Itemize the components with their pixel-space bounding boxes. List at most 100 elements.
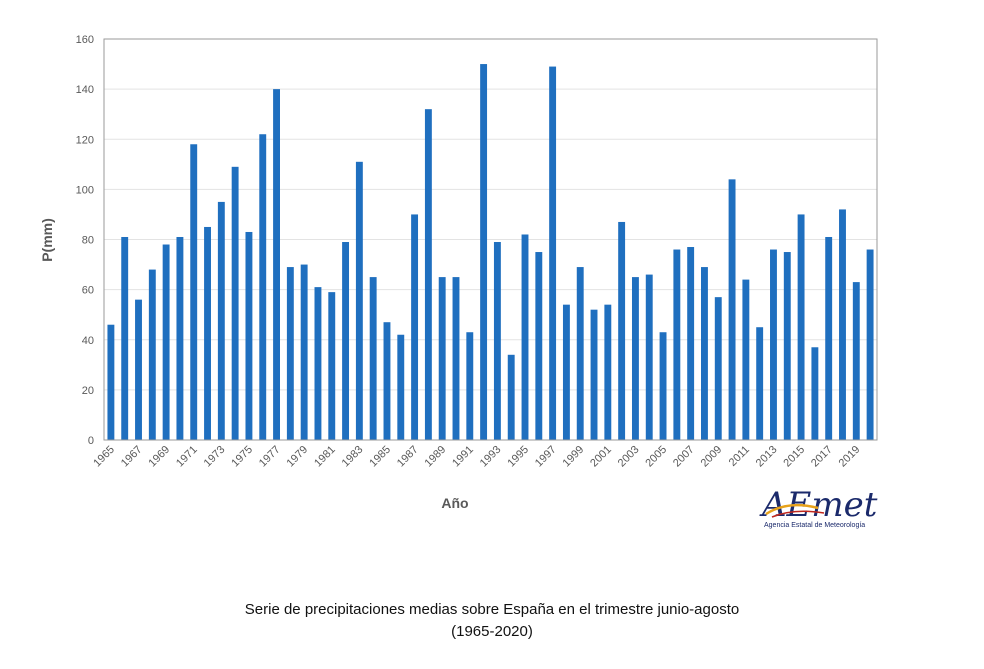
bar-1988 xyxy=(424,109,432,441)
x-tick-labels: 1965 1967 1969 1971 1973 1975 1977 1979 1981 1983… xyxy=(91,444,862,470)
aemet-logo-mark: AEmet xyxy=(759,485,878,525)
x-tick-label: 1989 xyxy=(423,444,449,470)
bars xyxy=(107,64,874,441)
bar-1991 xyxy=(466,332,474,440)
bar-1999 xyxy=(576,267,584,440)
bar-1967 xyxy=(135,299,142,440)
bar-1983 xyxy=(355,161,363,440)
plot-frame xyxy=(103,38,878,441)
x-tick-label: 1987 xyxy=(395,444,421,470)
caption-line-1: Serie de precipitaciones medias sobre Es… xyxy=(244,601,740,618)
bar-1972 xyxy=(204,226,211,440)
bar-2017 xyxy=(825,236,833,440)
bar-1974 xyxy=(231,166,239,440)
x-tick-label: 2019 xyxy=(837,444,863,470)
x-tick-label: 2015 xyxy=(781,444,807,470)
bar-1998 xyxy=(562,304,570,440)
bar-1987 xyxy=(411,214,419,440)
aemet-logo: AEmet Agencia Estatal de Meteorología xyxy=(758,484,878,534)
y-tick-label: 20 xyxy=(82,385,94,397)
bar-2020 xyxy=(866,249,874,440)
x-tick-label: 1993 xyxy=(478,444,504,470)
bar-1986 xyxy=(397,334,405,440)
bar-1977 xyxy=(273,89,280,440)
x-tick-label: 2009 xyxy=(699,444,725,470)
y-tick-label: 120 xyxy=(76,134,94,146)
bar-2006 xyxy=(673,249,681,440)
bar-1980 xyxy=(314,287,322,440)
y-tick-label: 140 xyxy=(76,84,94,96)
bar-1978 xyxy=(286,267,294,440)
y-tick-label: 160 xyxy=(76,34,94,46)
y-tick-label: 60 xyxy=(82,285,94,297)
bar-2018 xyxy=(839,209,846,440)
bar-1997 xyxy=(549,66,557,440)
bar-2019 xyxy=(852,282,860,440)
x-tick-label: 1995 xyxy=(505,444,531,470)
bar-2003 xyxy=(631,277,639,440)
bar-2000 xyxy=(590,309,598,440)
bar-1971 xyxy=(190,144,198,440)
x-tick-label: 2011 xyxy=(727,444,752,469)
bar-1996 xyxy=(535,252,543,440)
y-tick-label: 80 xyxy=(82,235,94,247)
x-tick-label: 2001 xyxy=(588,444,614,470)
y-axis-title: P(mm) xyxy=(39,218,55,262)
bar-2002 xyxy=(618,221,626,440)
bar-2004 xyxy=(645,274,653,440)
bar-1979 xyxy=(300,264,308,440)
x-tick-label: 2013 xyxy=(754,444,780,470)
logo-wordmark: AEmet xyxy=(759,485,878,524)
bar-1981 xyxy=(328,292,336,440)
x-tick-label: 1971 xyxy=(174,444,200,470)
bar-2015 xyxy=(797,214,805,440)
x-tick-label: 1981 xyxy=(312,444,338,470)
x-tick-label: 1965 xyxy=(91,444,117,470)
bar-1973 xyxy=(217,201,225,440)
logo-red-swoosh xyxy=(771,510,825,518)
bar-1994 xyxy=(507,354,515,440)
bar-2014 xyxy=(783,252,791,440)
bar-2012 xyxy=(756,327,764,440)
bar-1984 xyxy=(369,277,377,440)
bar-2010 xyxy=(728,179,736,440)
bar-1976 xyxy=(259,134,267,441)
caption-line-2: (1965-2020) xyxy=(451,623,533,640)
x-tick-label: 1985 xyxy=(367,444,393,470)
logo-accent-swoosh xyxy=(765,503,819,516)
x-tick-label: 1983 xyxy=(340,444,366,470)
x-tick-label: 1977 xyxy=(257,444,283,470)
bar-1969 xyxy=(162,244,170,440)
bar-1968 xyxy=(148,269,156,440)
x-tick-label: 1967 xyxy=(119,444,145,470)
x-tick-label: 2005 xyxy=(643,444,669,470)
y-tick-labels: 0 20 40 60 80 100 120 140 160 xyxy=(76,34,94,447)
x-tick-label: 1973 xyxy=(202,444,228,470)
bar-1966 xyxy=(121,236,129,440)
bar-1992 xyxy=(480,64,488,440)
y-tick-label: 0 xyxy=(88,435,94,447)
bar-1970 xyxy=(176,236,184,440)
logo-subtitle: Agencia Estatal de Meteorología xyxy=(764,522,866,529)
bar-1990 xyxy=(452,277,460,440)
bar-1975 xyxy=(245,231,253,440)
x-tick-label: 2017 xyxy=(809,444,835,470)
x-tick-label: 1979 xyxy=(284,444,310,470)
bar-1985 xyxy=(383,322,391,440)
bar-2009 xyxy=(714,297,722,440)
x-axis-title: Año xyxy=(441,495,468,511)
x-tick-label: 1991 xyxy=(450,444,476,470)
x-tick-label: 1969 xyxy=(146,444,172,470)
y-tick-label: 100 xyxy=(76,184,94,196)
x-tick-label: 1999 xyxy=(561,444,587,470)
x-tick-label: 1975 xyxy=(229,444,255,470)
bar-2005 xyxy=(659,332,667,440)
bar-2007 xyxy=(687,247,695,440)
bar-2013 xyxy=(770,249,777,440)
bar-2011 xyxy=(742,279,750,440)
bar-2001 xyxy=(604,304,612,440)
bar-1965 xyxy=(107,324,115,440)
bar-1989 xyxy=(438,277,446,440)
bar-1993 xyxy=(493,242,501,440)
